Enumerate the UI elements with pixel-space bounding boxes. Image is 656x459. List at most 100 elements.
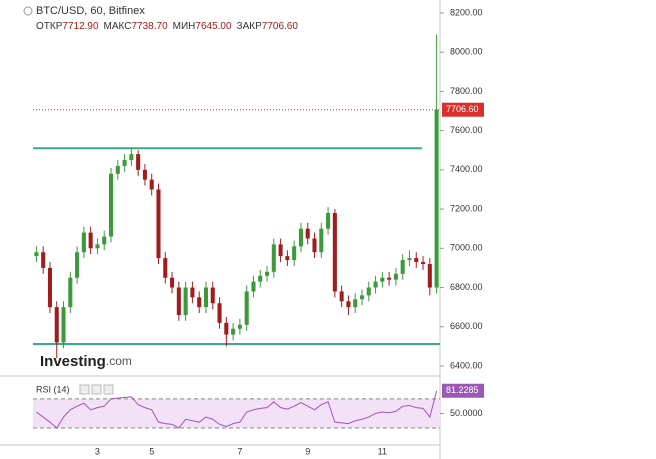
candle-body — [176, 287, 181, 315]
candle-body — [393, 273, 398, 280]
candle-body — [244, 291, 249, 325]
x-tick-label: 7 — [237, 446, 242, 456]
candle-body — [197, 297, 202, 308]
legend-value: 7712.90 — [62, 21, 99, 32]
y-tick-label: 8000.00 — [450, 47, 483, 57]
candle-body — [156, 189, 161, 259]
y-tick-label: 7000.00 — [450, 243, 483, 253]
candle-body — [41, 252, 46, 268]
candle-body — [278, 244, 283, 257]
legend-value: 7645.00 — [195, 21, 232, 32]
candle-body — [54, 307, 59, 343]
candle-body — [149, 179, 154, 190]
candle-body — [407, 258, 412, 261]
band-fill — [33, 398, 440, 428]
candle-body — [183, 287, 188, 315]
ohlc-legend: ОТКР7712.90 МАКС7738.70 МИН7645.00 ЗАКР7706… — [36, 21, 298, 32]
candle-body — [102, 236, 107, 245]
candle-body — [231, 328, 236, 335]
last-value-label: 81.2285 — [446, 385, 479, 395]
candle-body — [326, 212, 331, 229]
y-tick-label: 6800.00 — [450, 282, 483, 292]
y-tick-label: 6600.00 — [450, 321, 483, 331]
y-tick-label: 8200.00 — [450, 7, 483, 17]
x-tick-label: 5 — [149, 446, 154, 456]
candle-body — [237, 324, 242, 329]
candle-body — [434, 109, 439, 288]
candle-body — [305, 228, 310, 239]
candle-body — [264, 271, 270, 276]
candle-body — [108, 173, 114, 237]
watermark-brand: Investing — [40, 353, 106, 370]
watermark: Investing.com — [40, 353, 132, 370]
candle-body — [427, 263, 432, 288]
icon — [103, 384, 114, 395]
candle-body — [129, 154, 134, 161]
candle-body — [298, 228, 303, 247]
candle-body — [353, 299, 358, 308]
candle-body — [373, 281, 378, 288]
x-tick-label: 3 — [95, 446, 100, 456]
legend-name: ОТКР — [36, 21, 63, 32]
candle-body — [421, 262, 426, 264]
candle-body — [115, 165, 120, 174]
candle-body — [332, 212, 337, 292]
candle-body — [210, 287, 215, 304]
candle-body — [271, 244, 276, 272]
icon — [91, 384, 102, 395]
watermark-domain: .com — [106, 354, 132, 368]
candle-body — [136, 154, 141, 170]
rsi-line — [36, 390, 438, 429]
y-tick-label: 6400.00 — [450, 360, 483, 370]
legend-name: МАКС — [104, 21, 132, 32]
candle-body — [346, 301, 351, 308]
candle-body — [81, 232, 86, 253]
x-tick-label: 11 — [378, 446, 387, 456]
candle-body — [170, 277, 175, 288]
candle-body — [203, 287, 209, 308]
last-price-box — [442, 102, 484, 117]
y-tick-label: 7400.00 — [450, 164, 483, 174]
legend-value: 7706.60 — [262, 21, 299, 32]
candle-body — [142, 169, 147, 180]
rsi-title: RSI (14) — [36, 384, 70, 394]
y-tick-label: 7800.00 — [450, 86, 483, 96]
candle-body — [292, 246, 297, 261]
candle-body — [47, 267, 52, 308]
y-tick-label: 7600.00 — [450, 125, 483, 135]
candle-body — [224, 322, 229, 335]
candle-body — [190, 287, 195, 298]
candle-body — [400, 260, 405, 274]
last-value-box — [442, 383, 484, 398]
x-tick-label: 9 — [305, 446, 310, 456]
y-tick-label: 7200.00 — [450, 203, 483, 213]
candle-body — [387, 277, 392, 280]
candle-body — [258, 275, 263, 282]
legend-name: ЗАКР — [237, 21, 263, 32]
candle-body — [366, 287, 371, 296]
legend-name: МИН — [173, 21, 196, 32]
candle-body — [95, 244, 100, 249]
y-tick-label: 50.0000 — [450, 408, 483, 418]
candle-body — [339, 291, 344, 302]
chart-title: BTC/USD, 60, Bitfinex — [36, 5, 145, 17]
candle-body — [217, 303, 222, 323]
candle-body — [75, 252, 80, 278]
last-price-label: 7706.60 — [446, 104, 479, 114]
candle-body — [251, 281, 256, 292]
candle-body — [380, 277, 385, 282]
candle-body — [414, 258, 419, 263]
candle-body — [61, 307, 66, 343]
candle-body — [312, 238, 317, 253]
symbol-icon — [23, 6, 33, 16]
candle-body — [359, 295, 365, 300]
candle-body — [319, 228, 324, 253]
candle-body — [285, 256, 290, 261]
candle-body — [68, 277, 73, 308]
candle-body — [163, 258, 168, 278]
candle-body — [34, 252, 39, 257]
legend-value: 7738.70 — [131, 21, 168, 32]
icon — [79, 384, 90, 395]
